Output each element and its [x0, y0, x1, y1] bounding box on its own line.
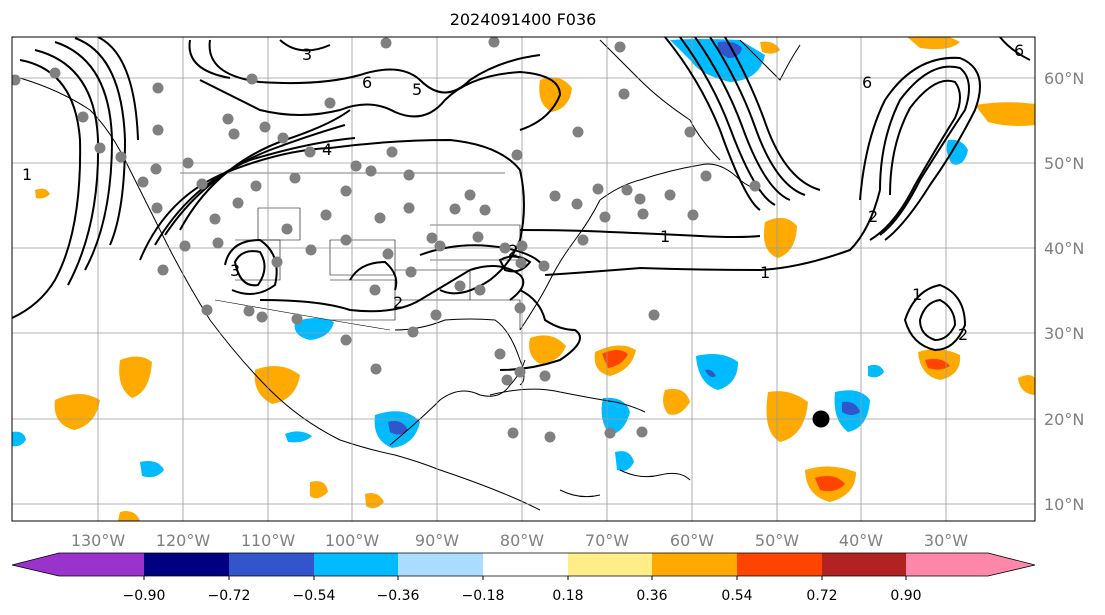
colorbar-segment	[737, 553, 822, 576]
contour-label: 6	[362, 73, 372, 92]
lat-tick-label: 10°N	[1044, 495, 1084, 514]
colorbar-tick-label: −0.54	[293, 588, 336, 604]
colorbar: −0.90 −0.72 −0.54 −0.36 −0.18 0.18 0.36 …	[11, 552, 1036, 604]
map-area: 1 1 1 1 2 2 2 2 3 3 4 5 6 6 6	[12, 37, 1035, 521]
colorbar-segment	[144, 553, 229, 576]
colorbar-tickmarks	[143, 576, 907, 580]
colorbar-segment	[229, 553, 314, 576]
colorbar-tick-label: 0.36	[636, 588, 667, 604]
contour-label: 2	[508, 241, 518, 260]
contour-label: 3	[230, 261, 240, 280]
colorbar-tick-label: 0.72	[806, 588, 837, 604]
contour-label: 6	[1014, 41, 1024, 60]
contour-label: 5	[412, 80, 422, 99]
storm-center-marker	[812, 410, 830, 428]
colorbar-segment	[483, 553, 568, 576]
contour-label: 1	[22, 165, 32, 184]
colorbar-segment	[906, 553, 988, 576]
colorbar-segment	[314, 553, 398, 576]
lat-tick-label: 20°N	[1044, 410, 1084, 429]
colorbar-tick-label: 0.18	[552, 588, 583, 604]
colorbar-segment	[398, 553, 483, 576]
colorbar-segment	[59, 553, 144, 576]
lon-tick-label: 30°W	[924, 531, 968, 550]
contour-labels: 1 1 1 1 2 2 2 2 3 3 4 5 6 6 6	[22, 41, 1024, 344]
contour-label: 2	[393, 293, 403, 312]
map-title: 2024091400 F036	[450, 10, 597, 29]
contour-label: 1	[660, 227, 670, 246]
lon-tick-label: 90°W	[415, 531, 459, 550]
map-frame	[11, 36, 1036, 522]
contour-label: 6	[862, 73, 872, 92]
colorbar-extend-min	[12, 553, 59, 576]
contour-label: 3	[302, 45, 312, 64]
lat-tick-label: 30°N	[1044, 324, 1084, 343]
lon-tick-label: 120°W	[156, 531, 211, 550]
contour-lines	[12, 37, 1031, 371]
latitude-ticks: 10°N 20°N 30°N 40°N 50°N 60°N	[1044, 69, 1084, 514]
contour-label: 1	[760, 263, 770, 282]
colorbar-tick-label: −0.72	[208, 588, 251, 604]
lon-tick-label: 110°W	[241, 531, 296, 550]
longitude-ticks: 130°W 120°W 110°W 100°W 90°W 80°W 70°W 6…	[71, 531, 968, 550]
contour-label: 2	[958, 325, 968, 344]
lon-tick-label: 100°W	[325, 531, 380, 550]
colorbar-tick-label: −0.36	[377, 588, 420, 604]
lat-tick-label: 40°N	[1044, 239, 1084, 258]
lon-tick-label: 40°W	[839, 531, 883, 550]
lon-tick-label: 70°W	[585, 531, 629, 550]
colorbar-tick-label: 0.54	[721, 588, 752, 604]
contour-label: 4	[322, 140, 332, 159]
lat-tick-label: 60°N	[1044, 69, 1084, 88]
coastlines	[19, 39, 801, 511]
colorbar-tick-label: −0.18	[462, 588, 505, 604]
lon-tick-label: 80°W	[500, 531, 544, 550]
colorbar-segment	[822, 553, 906, 576]
colorbar-tick-label: 0.90	[890, 588, 921, 604]
colorbar-outline	[11, 552, 1036, 577]
lon-tick-label: 60°W	[670, 531, 714, 550]
lat-tick-label: 50°N	[1044, 154, 1084, 173]
contour-label: 2	[868, 207, 878, 226]
colorbar-segment	[652, 553, 737, 576]
colorbar-extend-max	[988, 553, 1035, 576]
lon-tick-label: 130°W	[71, 531, 126, 550]
contour-label: 1	[912, 285, 922, 304]
colorbar-tick-label: −0.90	[123, 588, 166, 604]
lon-tick-label: 50°W	[755, 531, 799, 550]
station-dots	[12, 37, 761, 443]
colorbar-segment	[568, 553, 652, 576]
